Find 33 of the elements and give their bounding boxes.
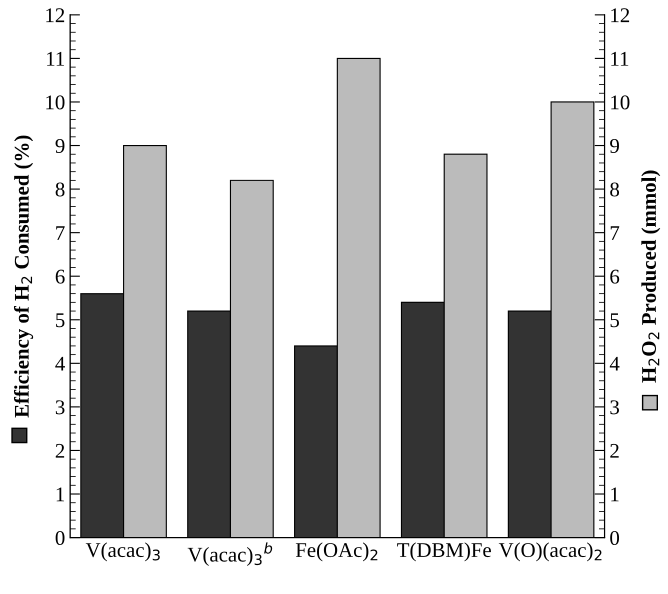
y2-tick-label: 10 <box>611 95 630 110</box>
y-tick-label: 10 <box>46 95 64 110</box>
y-tick-label: 2 <box>56 444 64 458</box>
y-tick-label: 0 <box>56 530 64 546</box>
y2-tick-label: 5 <box>610 313 620 328</box>
y2-tick-label: 7 <box>610 226 620 240</box>
y2-tick-label: 6 <box>610 270 620 284</box>
y2-tick-label: 2 <box>610 444 619 458</box>
x-tick-label: T(DBM)Fe <box>397 542 491 562</box>
x-tick-label: V(acac)$_{3}$ <box>86 542 160 562</box>
y2-axis-title: H$_{2}$O$_{2}$ Produced (mmol) <box>641 170 660 383</box>
y-tick-label: 4 <box>55 356 65 371</box>
y-tick-label: 7 <box>56 226 65 240</box>
y2-tick-label: 1 <box>611 487 619 502</box>
x-tick-label: V(O)(acac)$_{2}$ <box>498 542 602 562</box>
y-tick-label: 6 <box>56 270 65 284</box>
y2-tick-label: 11 <box>611 52 628 66</box>
y-tick-label: 9 <box>56 138 64 153</box>
y2-tick-label: 3 <box>610 400 620 414</box>
y-axis-title: Efficiency of H$_{2}$ Consumed (%) <box>14 136 34 418</box>
y-tick-label: 12 <box>46 8 64 22</box>
y2-tick-label: 8 <box>610 182 620 197</box>
y-tick-label: 3 <box>56 400 64 414</box>
y2-tick-label: 12 <box>611 8 630 22</box>
y-tick-label: 1 <box>56 487 64 502</box>
y-tick-label: 8 <box>56 182 64 197</box>
x-tick-label: Fe(OAc)$_{2}$ <box>296 542 378 562</box>
x-tick-label: V(acac)$_{3}$$^{b}$ <box>188 542 272 566</box>
y-tick-label: 11 <box>47 52 64 66</box>
y2-tick-label: 0 <box>610 530 620 546</box>
y2-tick-label: 4 <box>610 356 620 371</box>
y-tick-label: 5 <box>56 313 64 328</box>
y2-tick-label: 9 <box>610 138 619 153</box>
